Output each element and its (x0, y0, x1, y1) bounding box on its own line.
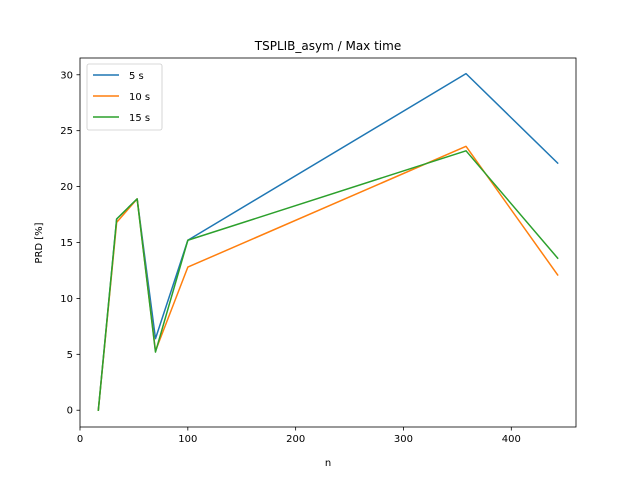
legend-entry-label: 5 s (129, 71, 144, 82)
y-tick-label: 15 (60, 238, 73, 249)
x-axis-label: n (325, 458, 331, 469)
legend-entry-label: 15 s (129, 113, 150, 124)
y-tick-label: 20 (60, 182, 73, 193)
x-tick-label: 200 (286, 434, 305, 445)
legend-entry-label: 10 s (129, 92, 150, 103)
y-tick-label: 5 (67, 350, 73, 361)
legend: 5 s 10 s 15 s (86, 63, 163, 131)
x-tick-label: 100 (178, 434, 197, 445)
y-axis-label: PRD [%] (34, 222, 45, 263)
y-tick-label: 30 (60, 70, 73, 81)
series-line-15s (97, 150, 559, 412)
y-tick-label: 0 (67, 406, 73, 417)
x-tick-label: 300 (394, 434, 413, 445)
x-tick-label: 0 (77, 434, 83, 445)
chart-title: TSPLIB_asym / Max time (254, 39, 401, 53)
y-tick-label: 10 (60, 294, 73, 305)
legend-box (86, 63, 163, 131)
plot-area: 0 100 200 300 400 0 5 10 15 20 25 30 5 s 10 s 15 s (60, 57, 577, 445)
x-tick-label: 400 (502, 434, 521, 445)
y-tick-label: 25 (60, 126, 73, 137)
